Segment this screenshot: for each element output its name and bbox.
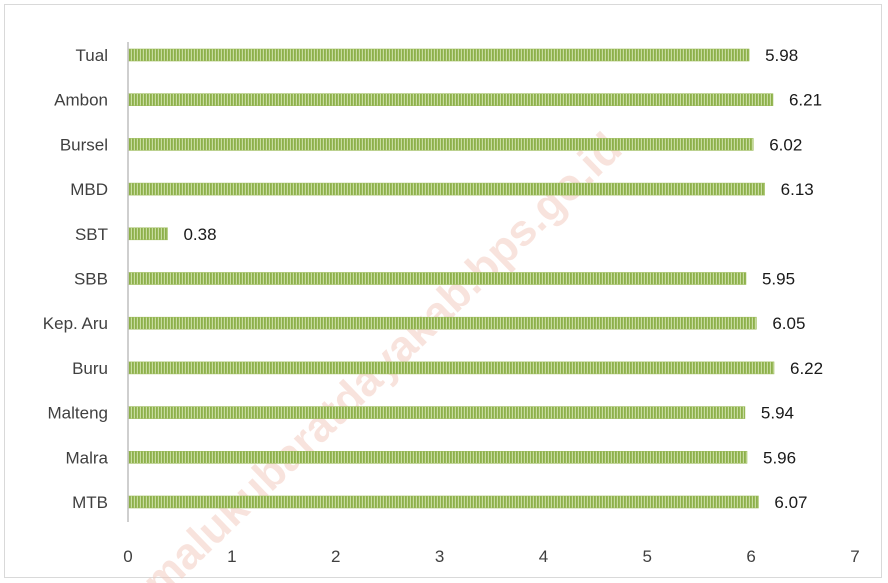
bar-mbd bbox=[127, 182, 765, 196]
x-tick-label: 5 bbox=[643, 547, 652, 566]
x-tick-label: 7 bbox=[850, 547, 859, 566]
data-label: 6.05 bbox=[772, 314, 805, 333]
data-label: 0.38 bbox=[183, 225, 216, 244]
bar-sbt bbox=[127, 227, 168, 241]
category-label: Bursel bbox=[60, 135, 108, 154]
data-label: 5.96 bbox=[763, 448, 796, 467]
category-label: SBB bbox=[74, 270, 108, 289]
data-label: 6.02 bbox=[769, 135, 802, 154]
bar-tual bbox=[127, 48, 750, 62]
bar-bursel bbox=[127, 138, 754, 151]
x-tick-label: 1 bbox=[227, 547, 236, 566]
data-label: 6.07 bbox=[774, 493, 807, 512]
category-labels: Tual Ambon Bursel MBD SBT SBB Kep. Aru Buru Malt… bbox=[43, 46, 109, 512]
chart-frame bbox=[4, 4, 882, 578]
bar-sbb bbox=[127, 272, 747, 285]
category-label: Ambon bbox=[54, 91, 108, 110]
category-label: Tual bbox=[76, 46, 108, 65]
bar-kep-aru bbox=[127, 316, 757, 330]
data-labels: 5.98 6.21 6.02 6.13 0.38 5.95 6.05 6.22 5.94 5.96… bbox=[183, 46, 823, 512]
category-label: Buru bbox=[72, 359, 108, 378]
bars-group bbox=[127, 48, 775, 509]
category-label: Malra bbox=[65, 448, 108, 467]
x-tick-label: 2 bbox=[331, 547, 340, 566]
bar-malteng bbox=[127, 406, 746, 419]
x-tick-label: 0 bbox=[123, 547, 132, 566]
category-label: Malteng bbox=[48, 404, 108, 423]
data-label: 6.21 bbox=[789, 91, 822, 110]
data-label: 5.95 bbox=[762, 270, 795, 289]
x-tick-label: 3 bbox=[435, 547, 444, 566]
bar-ambon bbox=[127, 93, 774, 106]
bar-malra bbox=[127, 450, 748, 464]
x-tick-label: 4 bbox=[539, 547, 548, 566]
data-label: 5.98 bbox=[765, 46, 798, 65]
data-label: 6.22 bbox=[790, 359, 823, 378]
category-label: SBT bbox=[75, 225, 108, 244]
x-tick-label: 6 bbox=[746, 547, 755, 566]
bar-mtb bbox=[127, 495, 759, 509]
category-label: MTB bbox=[72, 493, 108, 512]
category-label: Kep. Aru bbox=[43, 314, 108, 333]
x-axis-ticks: 0 1 2 3 4 5 6 7 bbox=[123, 547, 859, 566]
category-label: MBD bbox=[70, 180, 108, 199]
data-label: 5.94 bbox=[761, 404, 794, 423]
data-label: 6.13 bbox=[781, 180, 814, 199]
bar-buru bbox=[127, 361, 775, 375]
